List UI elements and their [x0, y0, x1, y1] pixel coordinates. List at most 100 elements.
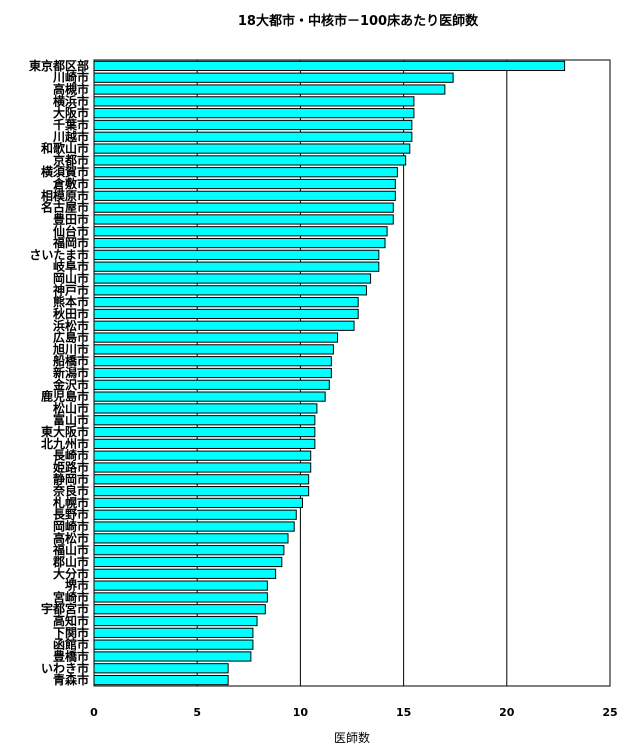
bar — [93, 367, 332, 379]
category-label: 奈良市 — [52, 483, 89, 498]
bar — [93, 615, 258, 627]
bar — [93, 426, 316, 438]
bar — [93, 391, 326, 402]
category-label: 札幌市 — [52, 495, 89, 510]
category-label: 下関市 — [53, 625, 89, 640]
category-label: 仙台市 — [53, 223, 89, 238]
category-label: 京都市 — [53, 152, 89, 167]
category-label: 郡山市 — [52, 554, 89, 569]
category-label: 高松市 — [53, 530, 89, 545]
category-label: 豊橋市 — [53, 648, 89, 663]
category-label: 豊田市 — [53, 211, 89, 226]
bar — [93, 627, 254, 638]
x-axis-label: 医師数 — [334, 730, 370, 745]
bar — [93, 202, 394, 213]
bar — [93, 96, 415, 107]
category-label: 東京都区部 — [29, 58, 89, 73]
bar — [93, 462, 312, 473]
category-label: 相模原市 — [41, 188, 89, 203]
chart-title: 18大都市・中核市－100床あたり医師数 — [238, 13, 479, 29]
bar — [93, 580, 268, 591]
bar — [93, 167, 398, 178]
bar — [93, 72, 454, 83]
category-label: 堺市 — [65, 578, 89, 593]
category-labels: 東京都区部川崎市高槻市横浜市大阪市千葉市川越市和歌山市京都市横須賀市倉敷市相模原… — [29, 58, 89, 687]
x-tick-label: 25 — [602, 706, 617, 719]
category-label: 新潟市 — [53, 365, 89, 380]
category-label: 北九州市 — [41, 436, 89, 451]
category-label: 秋田市 — [53, 306, 89, 321]
bar — [93, 521, 295, 532]
category-label: 東大阪市 — [41, 424, 89, 439]
category-label: 姫路市 — [53, 459, 89, 474]
bar — [93, 308, 359, 320]
category-label: 金沢市 — [52, 377, 89, 392]
bar — [93, 285, 367, 296]
x-tick-label: 15 — [396, 706, 411, 719]
bar — [93, 226, 388, 237]
bar — [93, 249, 380, 260]
x-tick-label: 20 — [499, 706, 515, 719]
bar — [93, 84, 446, 95]
bar — [93, 533, 289, 544]
bar — [93, 556, 283, 568]
bar — [93, 119, 413, 131]
category-label: 広島市 — [53, 330, 89, 345]
bar — [93, 474, 310, 485]
category-label: 長野市 — [53, 507, 89, 522]
bar — [93, 545, 285, 556]
category-label: 岡山市 — [53, 271, 89, 286]
category-label: 富山市 — [53, 412, 89, 427]
category-label: 鹿児島市 — [41, 389, 89, 404]
bar — [93, 178, 396, 190]
category-label: 浜松市 — [53, 318, 89, 333]
x-tick-label: 10 — [293, 706, 309, 719]
category-label: 福山市 — [52, 542, 89, 557]
bar — [93, 639, 254, 650]
bar — [93, 674, 229, 686]
bar — [93, 344, 334, 355]
bar — [93, 379, 330, 390]
bar — [93, 190, 396, 201]
category-label: 高知市 — [53, 613, 89, 628]
category-label: 福岡市 — [52, 235, 89, 250]
category-label: 宇都宮市 — [41, 601, 89, 616]
bar — [93, 568, 277, 579]
category-label: 静岡市 — [53, 471, 89, 486]
bar — [93, 651, 252, 662]
category-label: 松山市 — [53, 400, 89, 415]
bar — [93, 415, 316, 426]
bar — [93, 592, 268, 603]
category-label: 長崎市 — [53, 448, 89, 463]
bar — [93, 403, 318, 414]
bar — [93, 332, 339, 343]
category-label: 高槻市 — [53, 82, 89, 97]
bar — [93, 356, 332, 367]
bar — [93, 297, 359, 308]
category-label: 横須賀市 — [41, 164, 89, 179]
category-label: 宮崎市 — [53, 589, 89, 604]
category-label: 名古屋市 — [41, 200, 89, 215]
category-label: 千葉市 — [53, 117, 89, 132]
bar — [93, 486, 310, 497]
bar — [93, 497, 303, 509]
bar — [93, 155, 407, 166]
category-label: 船橋市 — [53, 353, 89, 368]
bar — [93, 509, 297, 520]
bar — [93, 131, 413, 142]
bar — [93, 604, 266, 615]
x-tick-labels: 0 5 10 15 20 25 — [90, 706, 617, 719]
bar-layer — [93, 60, 566, 686]
category-label: 川崎市 — [52, 70, 89, 85]
bar — [93, 273, 372, 284]
category-label: さいたま市 — [29, 247, 89, 262]
category-label: 大阪市 — [53, 105, 89, 120]
category-label: 旭川市 — [52, 341, 89, 356]
bar — [93, 143, 411, 154]
category-label: 青森市 — [53, 672, 89, 687]
category-label: 大分市 — [53, 566, 89, 581]
category-label: 川越市 — [52, 129, 89, 144]
category-label: 神戸市 — [53, 282, 89, 297]
category-label: 岡崎市 — [53, 519, 89, 534]
